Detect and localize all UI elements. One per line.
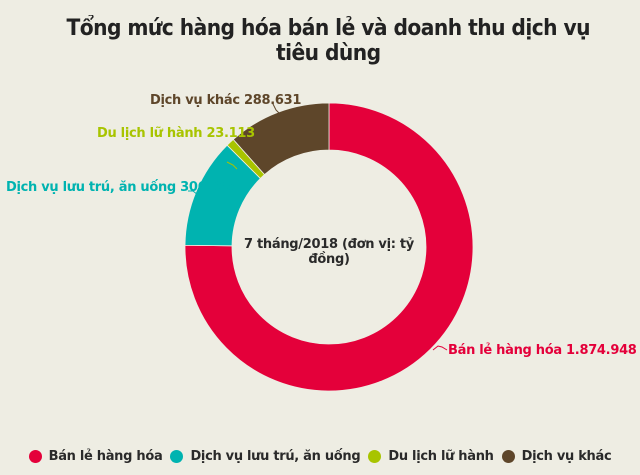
label-other: Dịch vụ khác 288.631 [150,93,302,108]
label-travel: Du lịch lữ hành 23.113 [97,126,255,141]
donut-slices [184,102,474,392]
label-retail: Bán lẻ hàng hóa 1.874.948 [448,343,637,358]
legend-item-accommodation[interactable]: Dịch vụ lưu trú, ăn uống [170,449,361,464]
legend-item-retail[interactable]: Bán lẻ hàng hóa [28,449,163,464]
legend-label: Dịch vụ lưu trú, ăn uống [190,449,361,464]
leader-line-retail [432,345,448,351]
leader-line-travel [226,161,238,170]
label-accommodation: Dịch vụ lưu trú, ăn uống 306.699 [6,180,238,195]
legend: Bán lẻ hàng hóa Dịch vụ lưu trú, ăn uống… [0,449,640,464]
legend-item-travel[interactable]: Du lịch lữ hành [368,449,494,464]
legend-label: Du lịch lữ hành [388,449,494,464]
center-label: 7 tháng/2018 (đơn vị: tỷ đồng) [244,237,414,267]
legend-dot-icon [501,450,515,463]
leader-line-accommodation [188,190,199,196]
legend-dot-icon [28,450,42,463]
legend-label: Dịch vụ khác [521,449,612,464]
legend-item-other[interactable]: Dịch vụ khác [501,449,612,464]
legend-dot-icon [170,450,184,463]
slice-retail[interactable] [184,102,474,392]
leader-line-other [271,101,280,114]
legend-dot-icon [368,450,382,463]
chart-title: Tổng mức hàng hóa bán lẻ và doanh thu dị… [66,16,591,66]
slice-other[interactable] [232,102,330,176]
legend-label: Bán lẻ hàng hóa [48,449,163,464]
